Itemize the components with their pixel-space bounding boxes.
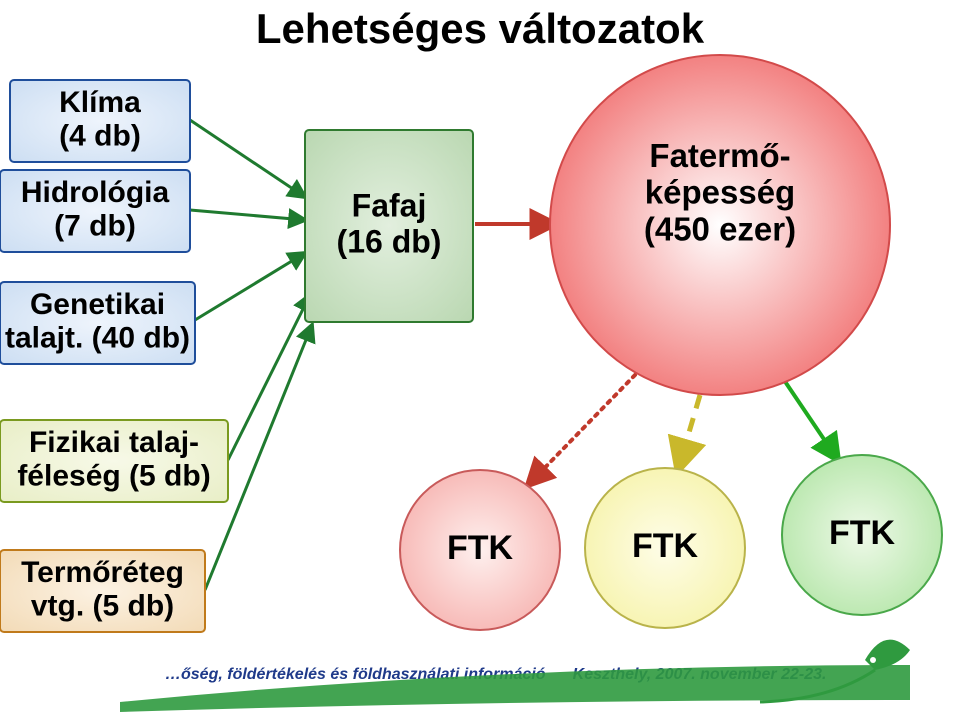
box-hidro-label: Hidrológia xyxy=(21,176,170,209)
arrow-gen-fafaj xyxy=(195,253,305,320)
box-fafaj-label: (16 db) xyxy=(337,223,442,259)
arrow-big-ftk1 xyxy=(528,375,635,485)
main-result-label: (450 ezer) xyxy=(644,211,796,248)
ftk-label-2: FTK xyxy=(632,527,699,565)
arrow-klima-fafaj xyxy=(190,120,305,197)
diagram-canvas: Lehetséges változatok Klíma(4 db) Hidrológ… xyxy=(0,0,959,715)
box-fafaj-label: Fafaj xyxy=(352,188,427,224)
ftk-label-1: FTK xyxy=(447,529,514,567)
arrow-big-ftk2 xyxy=(678,395,700,470)
ftk-label-3: FTK xyxy=(829,514,896,552)
main-result-label: képesség xyxy=(645,174,795,211)
box-fiz-label: féleség (5 db) xyxy=(17,460,210,493)
box-gen-label: Genetikai xyxy=(30,288,165,321)
box-klima-label: (4 db) xyxy=(59,120,141,153)
box-fiz-label: Fizikai talaj- xyxy=(29,426,199,459)
box-klima-label: Klíma xyxy=(59,86,141,119)
arrow-big-ftk3 xyxy=(784,380,838,460)
main-result-label: Fatermő- xyxy=(649,137,790,174)
arrow-hidro-fafaj xyxy=(190,210,305,220)
box-termo-label: Termőréteg xyxy=(21,556,184,589)
box-hidro-label: (7 db) xyxy=(54,210,136,243)
box-gen-label: talajt. (40 db) xyxy=(5,322,190,355)
box-termo-label: vtg. (5 db) xyxy=(31,590,174,623)
page-title: Lehetséges változatok xyxy=(256,5,705,52)
